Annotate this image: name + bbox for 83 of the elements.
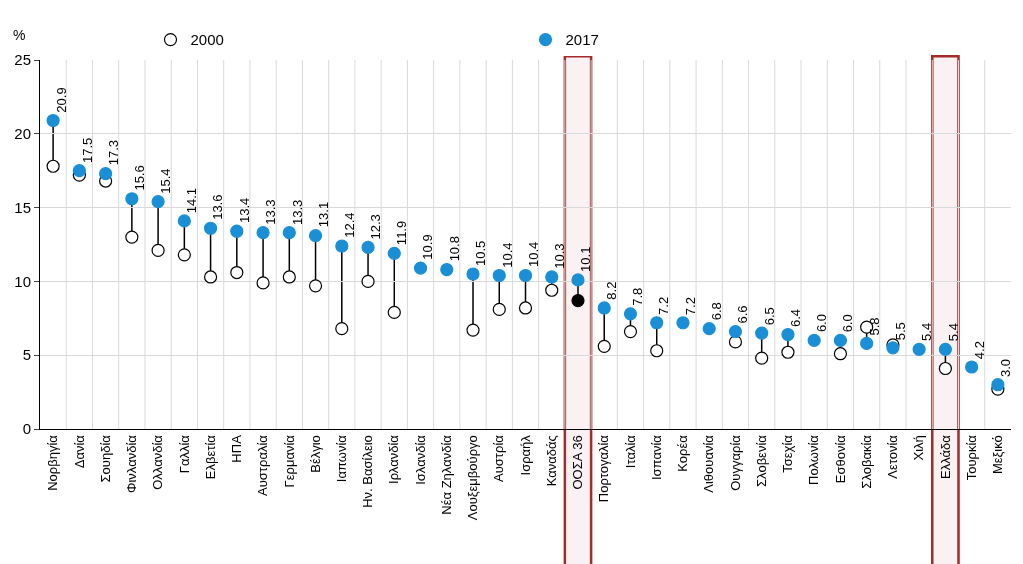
data-label: 15.6 bbox=[132, 165, 148, 191]
x-tick-label: Αυστραλία bbox=[255, 434, 271, 496]
x-tick-label: Σουηδία bbox=[97, 434, 113, 483]
data-label: 4.2 bbox=[972, 341, 988, 360]
data-label: 6.4 bbox=[787, 308, 803, 327]
x-tick-label: Λετονία bbox=[885, 434, 901, 479]
x-tick-label: Ολλανδία bbox=[150, 434, 166, 490]
data-label: 7.8 bbox=[630, 287, 646, 306]
data-label: 5.8 bbox=[866, 317, 882, 336]
x-tick-label: Αυστρία bbox=[491, 434, 507, 482]
data-label: 10.5 bbox=[472, 240, 488, 267]
x-tick-label: Κορέα bbox=[675, 434, 691, 472]
x-tick-label: Πολωνία bbox=[806, 434, 822, 485]
data-label: 13.1 bbox=[315, 201, 331, 228]
data-label: 13.3 bbox=[289, 199, 305, 225]
y-tick-label: 20 bbox=[14, 125, 31, 143]
x-tick-label: Λουξεμβούργο bbox=[465, 435, 481, 521]
data-label: 7.2 bbox=[656, 296, 672, 315]
legend-label: 2017 bbox=[565, 31, 599, 49]
x-tick-label: Πορτογαλία bbox=[596, 434, 612, 503]
x-tick-label: Ιρλανδία bbox=[386, 434, 402, 484]
x-tick-label: Φινλανδία bbox=[124, 434, 140, 493]
data-label: 10.9 bbox=[420, 234, 436, 260]
x-tick-label: Ιαπωνία bbox=[334, 434, 350, 483]
data-label: 10.4 bbox=[499, 242, 515, 268]
x-tick-label: Νέα Ζηλανδία bbox=[438, 434, 454, 515]
y-tick-label: 5 bbox=[22, 346, 31, 364]
data-label: 3.0 bbox=[997, 359, 1013, 378]
data-label: 10.3 bbox=[551, 243, 567, 269]
data-label: 7.2 bbox=[682, 297, 698, 316]
data-label: 17.5 bbox=[79, 137, 95, 164]
data-label: 17.3 bbox=[105, 139, 121, 166]
y-tick-label: 25 bbox=[14, 51, 31, 69]
x-tick-label: Σλοβενία bbox=[753, 434, 769, 487]
x-tick-label: Γαλλία bbox=[176, 434, 192, 474]
data-label: 6.0 bbox=[840, 314, 856, 333]
data-label: 12.4 bbox=[341, 212, 357, 238]
x-tick-label: Δανία bbox=[71, 434, 87, 469]
x-tick-label: Γερμανία bbox=[281, 434, 297, 488]
x-tick-label: Νορβηγία bbox=[45, 434, 61, 491]
data-label: 5.4 bbox=[919, 322, 935, 341]
x-tick-label: Ελβετία bbox=[202, 434, 218, 480]
data-label: 10.8 bbox=[447, 236, 463, 262]
legend-label: 2000 bbox=[190, 31, 224, 49]
data-label: 8.2 bbox=[603, 281, 619, 300]
y-axis-title: % bbox=[13, 27, 26, 43]
data-label: 6.6 bbox=[735, 305, 751, 324]
x-tick-label: Ισπανία bbox=[648, 434, 664, 481]
x-tick-label: Ουγγαρία bbox=[727, 434, 743, 491]
data-label: 14.1 bbox=[184, 187, 200, 214]
x-tick-label: Καναδάς bbox=[543, 435, 559, 487]
y-tick-label: 0 bbox=[22, 420, 31, 438]
x-tick-label: Μεξικό bbox=[990, 435, 1006, 475]
x-tick-label: Εσθονία bbox=[832, 434, 848, 484]
x-tick-label: Ισλανδία bbox=[412, 434, 428, 485]
data-label: 12.3 bbox=[367, 214, 383, 240]
x-tick-label: Ιταλία bbox=[622, 434, 638, 469]
data-label: 13.6 bbox=[210, 194, 226, 220]
data-label: 5.5 bbox=[892, 322, 908, 341]
data-label: 10.4 bbox=[526, 241, 541, 267]
y-tick-label: 15 bbox=[14, 198, 31, 216]
data-label: 13.3 bbox=[263, 199, 279, 225]
data-label: 15.4 bbox=[158, 168, 174, 194]
x-tick-label: Σλοβακία bbox=[858, 434, 874, 489]
x-tick-label: Τσεχία bbox=[780, 434, 796, 473]
x-tick-label: ΗΠΑ bbox=[229, 434, 245, 463]
x-tick-label: Λιθουανία bbox=[701, 434, 717, 493]
x-tick-label: Ην. Βασίλειο bbox=[360, 435, 376, 508]
y-tick-label: 10 bbox=[14, 272, 31, 290]
data-label: 20.9 bbox=[53, 87, 69, 113]
data-label: 6.5 bbox=[762, 307, 778, 326]
data-label: 6.0 bbox=[814, 314, 830, 333]
x-tick-label: Ελλάδα bbox=[937, 434, 953, 479]
data-label: 6.8 bbox=[709, 302, 725, 321]
x-tick-label: Βέλγιο bbox=[307, 435, 323, 473]
x-tick-label: Τουρκία bbox=[963, 434, 979, 481]
data-label: 10.1 bbox=[578, 246, 594, 272]
data-label: 13.4 bbox=[236, 197, 252, 224]
x-tick-label: ΟΟΣΑ 36 bbox=[570, 435, 586, 490]
data-label: 11.9 bbox=[394, 220, 410, 246]
x-tick-label: Χιλή bbox=[911, 435, 927, 461]
data-label: 5.4 bbox=[945, 323, 961, 342]
x-tick-label: Ισραήλ bbox=[517, 434, 533, 476]
